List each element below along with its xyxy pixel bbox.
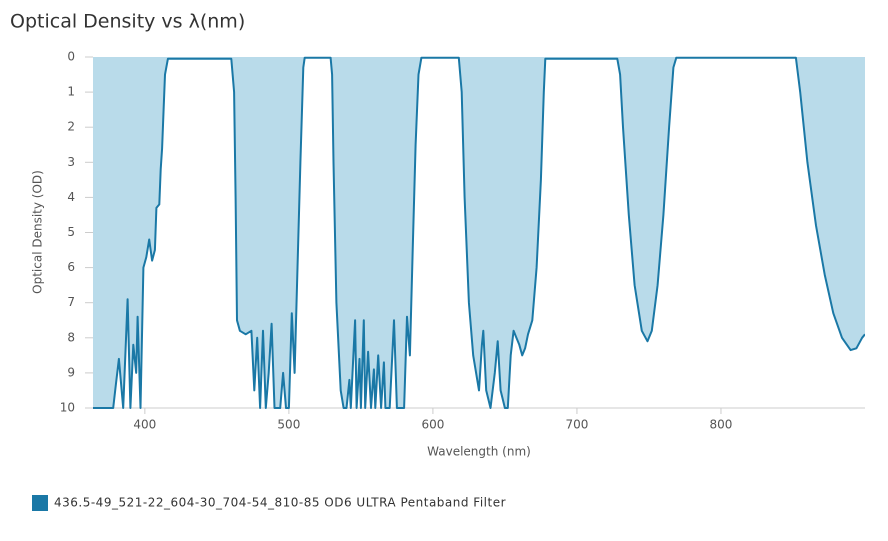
x-tick-label: 400 bbox=[133, 418, 156, 432]
y-tick-label: 5 bbox=[67, 225, 75, 239]
series-line bbox=[93, 56, 865, 409]
y-tick-label: 2 bbox=[67, 120, 75, 134]
y-tick-label: 3 bbox=[67, 155, 75, 169]
legend-label: 436.5-49_521-22_604-30_704-54_810-85 OD6… bbox=[54, 496, 506, 510]
legend-swatch bbox=[32, 495, 48, 511]
y-tick-label: 6 bbox=[67, 260, 75, 274]
y-tick-label: 7 bbox=[67, 295, 75, 309]
y-tick-label: 0 bbox=[67, 50, 75, 64]
x-tick-label: 600 bbox=[421, 418, 444, 432]
x-axis-label: Wavelength (nm) bbox=[427, 445, 531, 459]
y-tick-label: 10 bbox=[60, 401, 75, 415]
y-tick-label: 1 bbox=[67, 85, 75, 99]
y-axis-label: Optical Density (OD) bbox=[31, 170, 45, 294]
y-tick-label: 4 bbox=[67, 190, 75, 204]
y-tick-label: 9 bbox=[67, 365, 75, 379]
area-fill bbox=[93, 57, 865, 408]
chart-title: Optical Density vs λ(nm) bbox=[10, 11, 245, 33]
x-tick-label: 500 bbox=[277, 418, 300, 432]
x-tick-label: 700 bbox=[565, 418, 588, 432]
y-tick-label: 8 bbox=[67, 330, 75, 344]
x-tick-label: 800 bbox=[710, 418, 733, 432]
